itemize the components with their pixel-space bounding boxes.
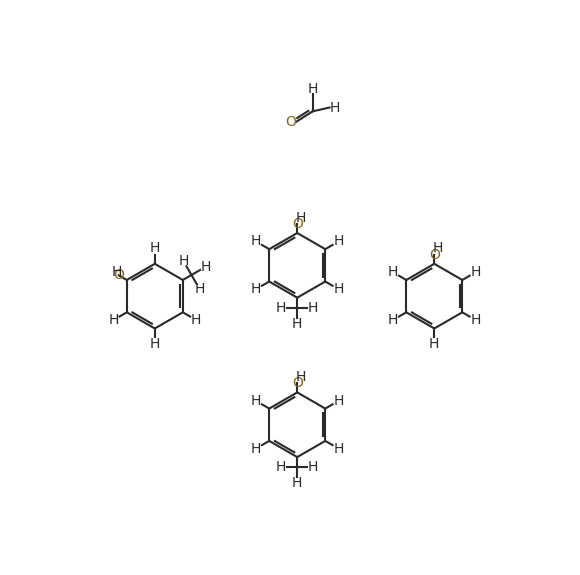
Text: O: O — [113, 269, 124, 282]
Text: H: H — [330, 101, 340, 114]
Text: H: H — [334, 282, 344, 296]
Text: H: H — [296, 370, 306, 384]
Text: H: H — [308, 301, 318, 315]
Text: H: H — [112, 265, 122, 279]
Text: O: O — [429, 248, 440, 262]
Text: H: H — [470, 265, 481, 279]
Text: H: H — [334, 394, 344, 408]
Text: H: H — [296, 210, 306, 225]
Text: H: H — [150, 242, 160, 255]
Text: H: H — [194, 282, 205, 296]
Text: O: O — [285, 115, 296, 129]
Text: O: O — [292, 217, 303, 231]
Text: H: H — [334, 442, 344, 455]
Text: H: H — [429, 337, 440, 351]
Text: H: H — [307, 82, 318, 96]
Text: H: H — [251, 442, 261, 455]
Text: H: H — [470, 313, 481, 327]
Text: H: H — [292, 476, 302, 490]
Text: H: H — [178, 254, 188, 268]
Text: H: H — [276, 460, 287, 474]
Text: H: H — [191, 313, 201, 327]
Text: H: H — [292, 317, 302, 331]
Text: H: H — [251, 235, 261, 248]
Text: H: H — [200, 260, 211, 274]
Text: H: H — [251, 282, 261, 296]
Text: H: H — [388, 313, 398, 327]
Text: H: H — [150, 337, 160, 351]
Text: H: H — [388, 265, 398, 279]
Text: H: H — [334, 235, 344, 248]
Text: H: H — [308, 460, 318, 474]
Text: H: H — [276, 301, 287, 315]
Text: H: H — [433, 242, 443, 255]
Text: H: H — [108, 313, 119, 327]
Text: H: H — [251, 394, 261, 408]
Text: O: O — [292, 376, 303, 390]
